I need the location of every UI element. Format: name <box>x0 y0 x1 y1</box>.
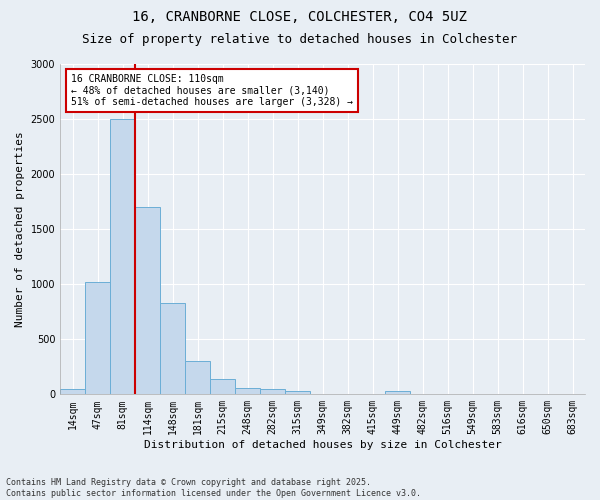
Y-axis label: Number of detached properties: Number of detached properties <box>15 132 25 327</box>
Bar <box>85 282 110 395</box>
Bar <box>385 391 410 394</box>
Bar <box>160 303 185 394</box>
Bar <box>135 207 160 394</box>
X-axis label: Distribution of detached houses by size in Colchester: Distribution of detached houses by size … <box>144 440 502 450</box>
Text: Contains HM Land Registry data © Crown copyright and database right 2025.
Contai: Contains HM Land Registry data © Crown c… <box>6 478 421 498</box>
Bar <box>110 119 135 394</box>
Text: Size of property relative to detached houses in Colchester: Size of property relative to detached ho… <box>83 32 517 46</box>
Text: 16 CRANBORNE CLOSE: 110sqm
← 48% of detached houses are smaller (3,140)
51% of s: 16 CRANBORNE CLOSE: 110sqm ← 48% of deta… <box>71 74 353 107</box>
Bar <box>60 389 85 394</box>
Bar <box>235 388 260 394</box>
Bar <box>210 379 235 394</box>
Bar <box>260 389 285 394</box>
Bar <box>185 362 210 394</box>
Bar <box>285 391 310 394</box>
Text: 16, CRANBORNE CLOSE, COLCHESTER, CO4 5UZ: 16, CRANBORNE CLOSE, COLCHESTER, CO4 5UZ <box>133 10 467 24</box>
